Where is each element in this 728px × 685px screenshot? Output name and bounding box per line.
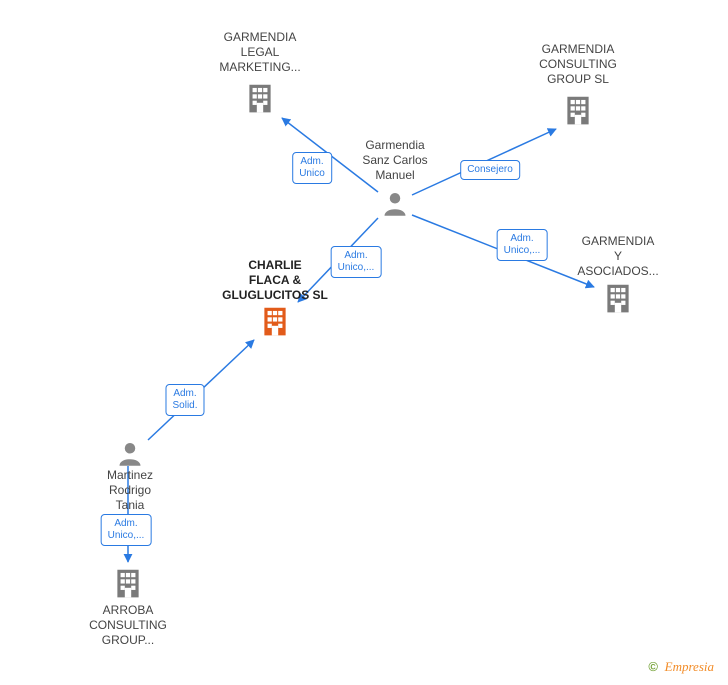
node-label-garmendia_legal: GARMENDIA LEGAL MARKETING...: [200, 30, 320, 75]
brand-name: Empresia: [665, 659, 714, 674]
node-label-charlie: CHARLIE FLACA & GLUGLUCITOS SL: [215, 258, 335, 303]
building-icon-garmendia_asociados[interactable]: [601, 281, 635, 320]
watermark: © Empresia: [648, 659, 714, 675]
edges-layer: [0, 0, 728, 685]
edge-label-martinez_person-charlie: Adm. Solid.: [165, 384, 204, 416]
node-label-garmendia_consulting: GARMENDIA CONSULTING GROUP SL: [518, 42, 638, 87]
edge-label-garmendia_person-garmendia_asociados: Adm. Unico,...: [497, 229, 548, 261]
node-label-martinez_person: Martinez Rodrigo Tania: [70, 468, 190, 513]
person-icon-garmendia_person[interactable]: [381, 190, 409, 223]
building-icon-arroba[interactable]: [111, 566, 145, 605]
building-icon-garmendia_legal[interactable]: [243, 81, 277, 120]
node-label-arroba: ARROBA CONSULTING GROUP...: [68, 603, 188, 648]
node-label-garmendia_asociados: GARMENDIA Y ASOCIADOS...: [558, 234, 678, 279]
node-label-garmendia_person: Garmendia Sanz Carlos Manuel: [335, 138, 455, 183]
building-icon-charlie[interactable]: [258, 304, 292, 343]
edge-label-garmendia_person-garmendia_consulting: Consejero: [460, 160, 520, 180]
edge-label-garmendia_person-charlie: Adm. Unico,...: [331, 246, 382, 278]
copyright-symbol: ©: [648, 659, 658, 674]
diagram-canvas: GARMENDIA LEGAL MARKETING... GARMENDIA C…: [0, 0, 728, 685]
edge-label-garmendia_person-garmendia_legal: Adm. Unico: [292, 152, 332, 184]
building-icon-garmendia_consulting[interactable]: [561, 93, 595, 132]
edge-label-martinez_person-arroba: Adm. Unico,...: [101, 514, 152, 546]
